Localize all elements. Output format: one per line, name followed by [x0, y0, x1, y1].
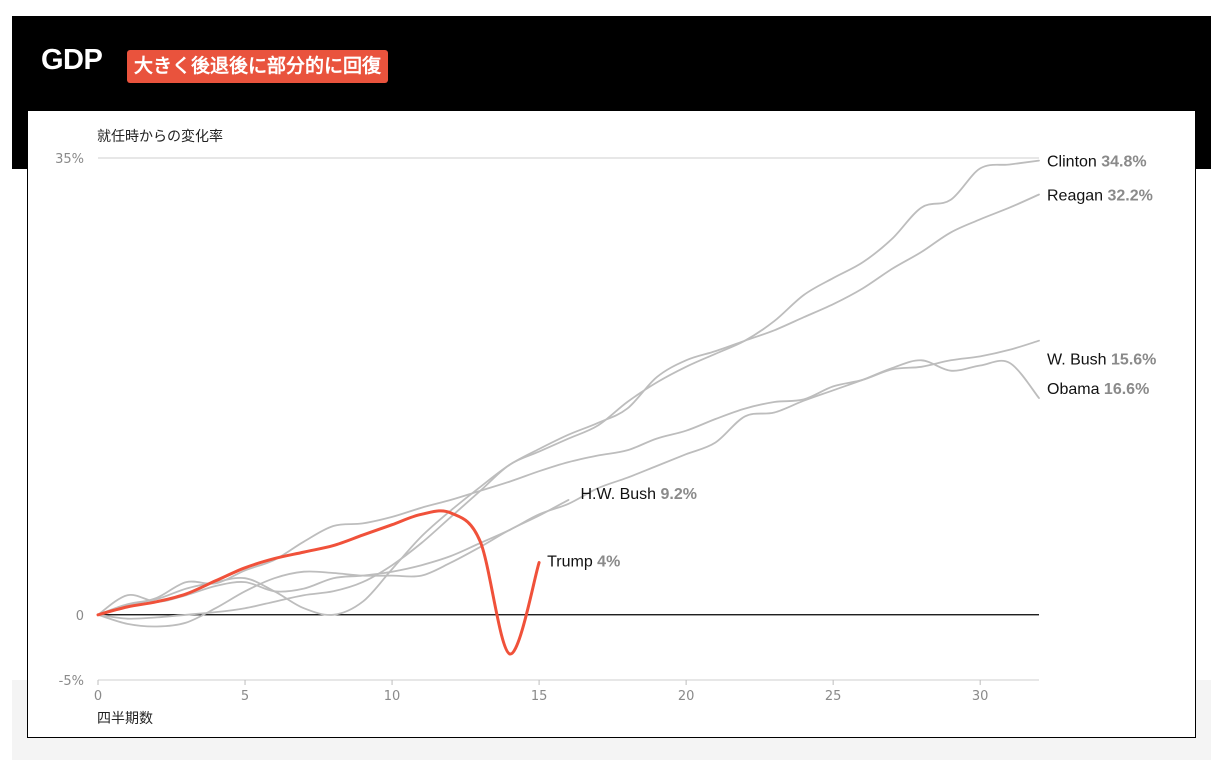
- series-label-clinton: Clinton 34.8%: [1047, 154, 1147, 171]
- x-tick-label: 0: [94, 689, 102, 704]
- series-label-w-bush: W. Bush 15.6%: [1047, 352, 1156, 369]
- series-line-clinton: [97, 159, 1040, 620]
- series-label-obama: Obama 16.6%: [1047, 381, 1149, 398]
- x-tick-label: 10: [384, 689, 401, 704]
- y-tick-label: 35%: [55, 152, 84, 167]
- x-axis-title: 四半期数: [97, 711, 153, 727]
- x-tick-label: 15: [531, 689, 548, 704]
- series-name: Trump: [547, 554, 597, 571]
- series-value: 32.2%: [1108, 188, 1153, 205]
- series-layer: [96, 159, 1040, 656]
- series-name: Obama: [1047, 381, 1104, 398]
- x-tick-label: 25: [825, 689, 842, 704]
- series-label-trump: Trump 4%: [547, 554, 620, 571]
- series-line-w-bush: [97, 339, 1040, 616]
- series-line-h-w-bush: [97, 499, 570, 628]
- chart-headline: GDP: [41, 44, 103, 76]
- chart-panel: 就任時からの変化率 四半期数 35% 0 -5% 0 5 10 15 20 25 30 Clint…: [27, 110, 1196, 738]
- series-line-reagan: [97, 193, 1040, 616]
- series-value: 16.6%: [1104, 381, 1149, 398]
- series-line-trump: [96, 509, 541, 656]
- label-layer: Clinton 34.8% Reagan 32.2% Obama 16.6% W. B…: [547, 154, 1156, 571]
- chart-tag: 大きく後退後に部分的に回復: [127, 50, 389, 83]
- series-name: Reagan: [1047, 188, 1108, 205]
- series-label-h-w-bush: H.W. Bush 9.2%: [581, 486, 698, 503]
- y-axis-title: 就任時からの変化率: [97, 128, 223, 145]
- series-value: 9.2%: [661, 486, 697, 503]
- axis-layer: 35% 0 -5% 0 5 10 15 20 25 30: [55, 152, 1039, 704]
- y-tick-label: 0: [76, 609, 84, 624]
- series-value: 15.6%: [1111, 352, 1156, 369]
- x-tick-label: 20: [678, 689, 695, 704]
- y-tick-label: -5%: [59, 674, 84, 689]
- line-chart: 就任時からの変化率 四半期数 35% 0 -5% 0 5 10 15 20 25 30 Clint…: [55, 128, 1156, 727]
- series-name: H.W. Bush: [581, 486, 661, 503]
- x-tick-label: 5: [241, 689, 249, 704]
- series-value: 34.8%: [1101, 154, 1146, 171]
- x-tick-label: 30: [972, 689, 989, 704]
- series-label-reagan: Reagan 32.2%: [1047, 188, 1153, 205]
- series-name: Clinton: [1047, 154, 1101, 171]
- series-value: 4%: [597, 554, 620, 571]
- series-name: W. Bush: [1047, 352, 1111, 369]
- series-line-obama: [97, 359, 1040, 616]
